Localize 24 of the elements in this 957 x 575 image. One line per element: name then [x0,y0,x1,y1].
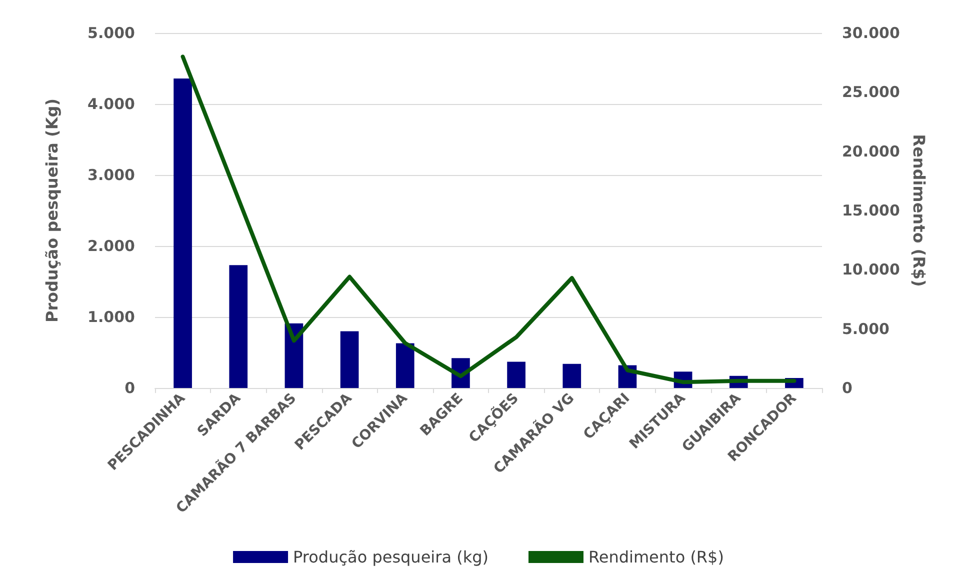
y2-tick-label: 5.000 [842,320,890,338]
y-tick-label: 0 [124,379,135,397]
y-axis-title: Produção pesqueira (Kg) [42,98,62,323]
bar [174,78,192,388]
y2-tick-label: 15.000 [842,202,900,220]
y-tick-label: 2.000 [88,237,135,255]
bar [507,362,526,388]
y2-tick-label: 25.000 [842,83,900,102]
legend-label: Rendimento (R$) [588,548,724,566]
y2-tick-label: 0 [842,379,852,397]
y2-tick-label: 10.000 [842,260,900,279]
bar [396,343,414,388]
bar [562,364,582,388]
y-tick-label: 1.000 [88,308,135,326]
y2-tick-label: 20.000 [842,142,900,160]
y-tick-label: 3.000 [88,166,135,184]
y-tick-label: 5.000 [88,24,135,42]
legend-label: Produção pesqueira (kg) [293,548,488,566]
bar [229,265,248,388]
line-series [180,54,796,384]
y2-axis-title: Rendimento (R$) [909,134,928,287]
y2-tick-label: 30.000 [842,24,900,42]
bar [340,331,359,388]
y-tick-label: 4.000 [88,95,135,113]
